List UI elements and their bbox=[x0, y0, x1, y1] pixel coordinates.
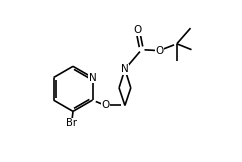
Text: O: O bbox=[101, 100, 109, 110]
Text: N: N bbox=[89, 73, 96, 83]
Text: O: O bbox=[134, 25, 142, 35]
Text: O: O bbox=[155, 46, 163, 56]
Text: N: N bbox=[121, 64, 129, 74]
Text: Br: Br bbox=[66, 118, 76, 128]
